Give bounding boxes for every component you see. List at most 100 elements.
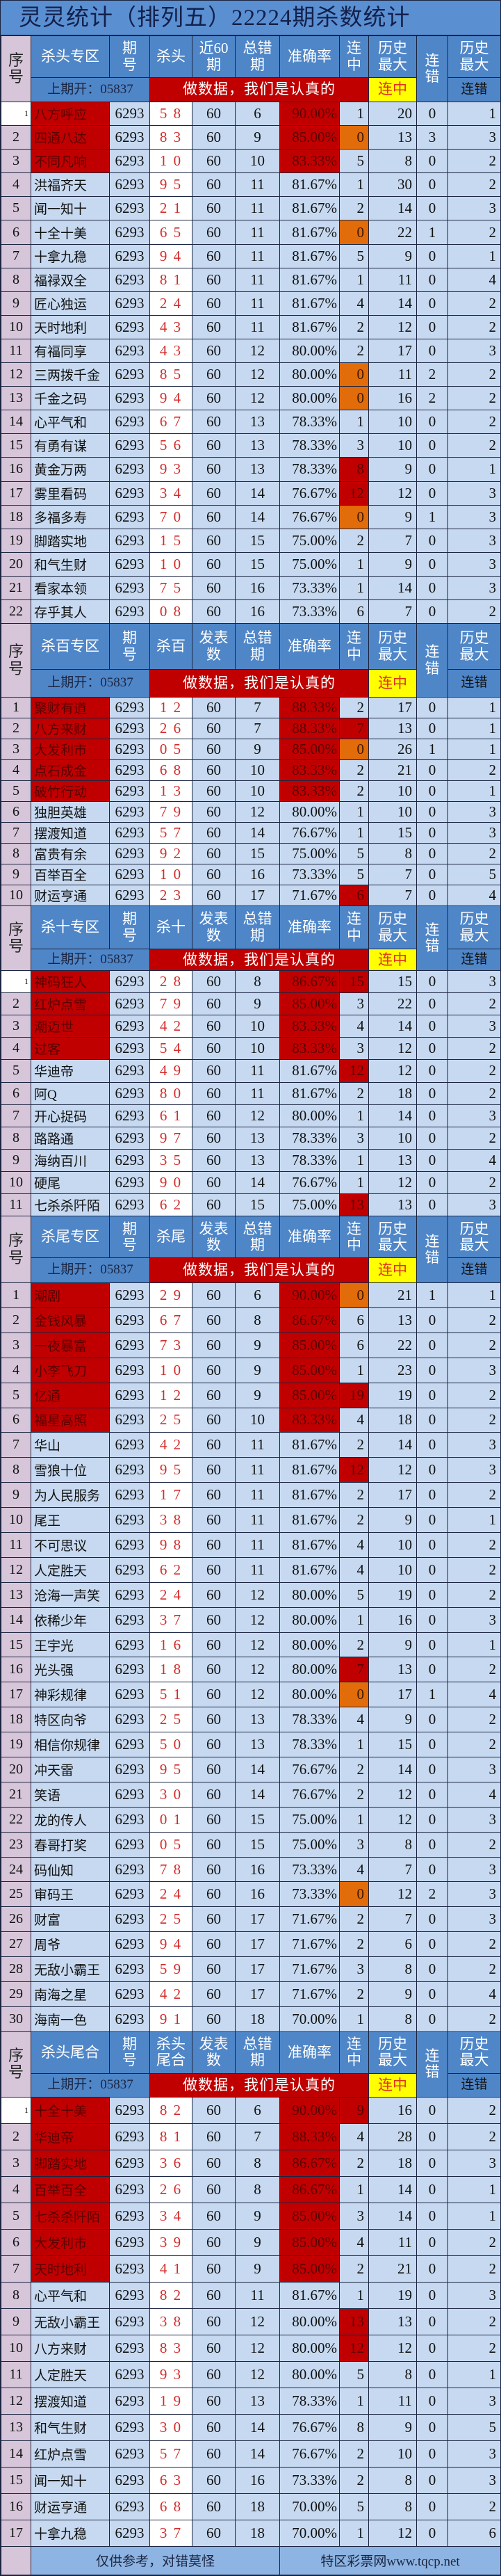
history-max-miss: 3 (447, 2387, 501, 2415)
accuracy: 80.00% (279, 1104, 340, 1127)
streak-hit: 6 (339, 1332, 369, 1358)
accuracy: 88.33% (279, 718, 340, 740)
expert-name: 潮剧 (31, 1282, 110, 1308)
accuracy: 71.67% (279, 1981, 340, 2007)
streak-hit: 12 (339, 2334, 369, 2362)
streak-miss: 1 (416, 1282, 448, 1308)
footer: 仅供参考，对错莫怪 特区彩票网www.tqcp.net (1, 2545, 501, 2575)
streak-miss: 1 (416, 739, 448, 761)
period: 6293 (109, 2202, 150, 2230)
count: 60 (192, 1856, 236, 1883)
history-max-miss: 4 (447, 1148, 501, 1172)
period: 6293 (109, 243, 150, 268)
period: 6293 (109, 457, 150, 482)
expert-name: 黄金万两 (31, 457, 110, 482)
period: 6293 (109, 1332, 150, 1358)
history-max-miss: 3 (447, 196, 501, 221)
row-number: 11 (1, 1193, 31, 1217)
streak-miss-label: 连错 (447, 77, 501, 102)
total-error-header-text: 总错期 (243, 910, 272, 944)
streak-miss: 0 (416, 2096, 448, 2124)
total-errors: 11 (235, 267, 280, 292)
streak-hit: 2 (339, 1482, 369, 1508)
total-errors: 17 (235, 1906, 280, 1933)
history-max-miss: 2 (447, 759, 501, 782)
row-number: 26 (1, 1906, 31, 1933)
streak-miss: 0 (416, 1104, 448, 1127)
history-max-miss: 3 (447, 1104, 501, 1127)
accuracy: 81.67% (279, 1081, 340, 1105)
streak-miss: 0 (416, 1382, 448, 1408)
table-row: 6 福星高照 6293 2 5 60 10 83.33% 4 18 0 2 (1, 1407, 501, 1433)
streak-hit: 1 (339, 1104, 369, 1127)
total-errors: 11 (235, 314, 280, 339)
expert-name: 特区向爷 (31, 1707, 110, 1733)
period: 6293 (109, 504, 150, 529)
history-max-miss: 3 (447, 575, 501, 600)
count: 60 (192, 552, 236, 577)
table-row: 23 春哥打奖 6293 0 5 60 15 75.00% 3 8 0 2 (1, 1831, 501, 1858)
total-errors: 12 (235, 1657, 280, 1683)
streak-hit-header: 连中 (339, 2031, 369, 2074)
table-row: 5 七杀杀阡陌 6293 3 4 60 9 85.00% 3 14 0 1 (1, 2202, 501, 2230)
history-max-miss: 2 (447, 1332, 501, 1358)
history-max-header: 历史最大 (368, 35, 417, 78)
expert-name: 海纳百川 (31, 1148, 110, 1172)
period: 6293 (109, 759, 150, 782)
kill-numbers: 1 0 (149, 149, 192, 174)
streak-hit-highlight: 连中 (368, 669, 417, 698)
history-max-hit: 10 (368, 433, 417, 458)
kill-numbers: 1 8 (149, 1657, 192, 1683)
streak-hit: 2 (339, 338, 369, 364)
streak-miss: 0 (416, 457, 448, 482)
count: 60 (192, 457, 236, 482)
streak-miss: 0 (416, 243, 448, 268)
streak-miss: 0 (416, 2228, 448, 2256)
kill-numbers: 4 2 (149, 1015, 192, 1038)
streak-miss: 2 (416, 386, 448, 411)
table-row: 10 财运亨通 6293 2 3 60 17 71.67% 6 7 0 4 (1, 885, 501, 907)
streak-hit-highlight: 连中 (368, 1257, 417, 1284)
period-header: 期号 (109, 2031, 150, 2074)
history-max-miss: 3 (447, 1457, 501, 1483)
total-errors: 14 (235, 504, 280, 529)
kill-numbers: 2 5 (149, 1906, 192, 1933)
table-row: 1 八方呼应 6293 5 8 60 6 90.00% 1 20 0 1 (1, 101, 501, 127)
table-row: 1 聚财有道 6293 1 2 60 7 88.33% 2 17 0 1 (1, 697, 501, 719)
kill-numbers: 8 0 (149, 1081, 192, 1105)
total-errors: 9 (235, 2228, 280, 2256)
period: 6293 (109, 220, 150, 245)
history-max-miss: 3 (447, 1856, 501, 1883)
row-number: 7 (1, 1432, 31, 1458)
history-max-miss: 3 (447, 2466, 501, 2494)
count: 60 (192, 1507, 236, 1533)
row-number: 27 (1, 1931, 31, 1958)
period: 6293 (109, 1931, 150, 1958)
kill-numbers: 2 6 (149, 2175, 192, 2203)
history-max-hit: 8 (368, 843, 417, 865)
history-max-hit: 6 (368, 1931, 417, 1958)
expert-name: 独胆英雄 (31, 801, 110, 823)
total-errors: 16 (235, 1881, 280, 1908)
streak-miss: 1 (416, 504, 448, 529)
count: 60 (192, 410, 236, 435)
streak-hit: 1 (339, 575, 369, 600)
period: 6293 (109, 1104, 150, 1127)
kill-numbers: 9 3 (149, 457, 192, 482)
streak-miss: 0 (416, 822, 448, 844)
row-number: 8 (1, 1457, 31, 1483)
streak-miss: 0 (416, 1831, 448, 1858)
seq-header: 序号 (1, 905, 31, 972)
expert-name: 三两拨千金 (31, 362, 110, 387)
streak-miss: 0 (416, 1507, 448, 1533)
history-max-hit: 12 (368, 1059, 417, 1083)
table-row: 17 神彩规律 6293 5 1 60 12 80.00% 0 17 1 4 (1, 1682, 501, 1708)
streak-hit: 0 (339, 1682, 369, 1708)
expert-name: 红炉点雪 (31, 992, 110, 1016)
count: 60 (192, 1781, 236, 1808)
row-number: 8 (1, 843, 31, 865)
total-errors: 7 (235, 2123, 280, 2150)
count: 60 (192, 1981, 236, 2007)
streak-hit: 3 (339, 1956, 369, 1983)
expert-name: 匠心独运 (31, 291, 110, 316)
